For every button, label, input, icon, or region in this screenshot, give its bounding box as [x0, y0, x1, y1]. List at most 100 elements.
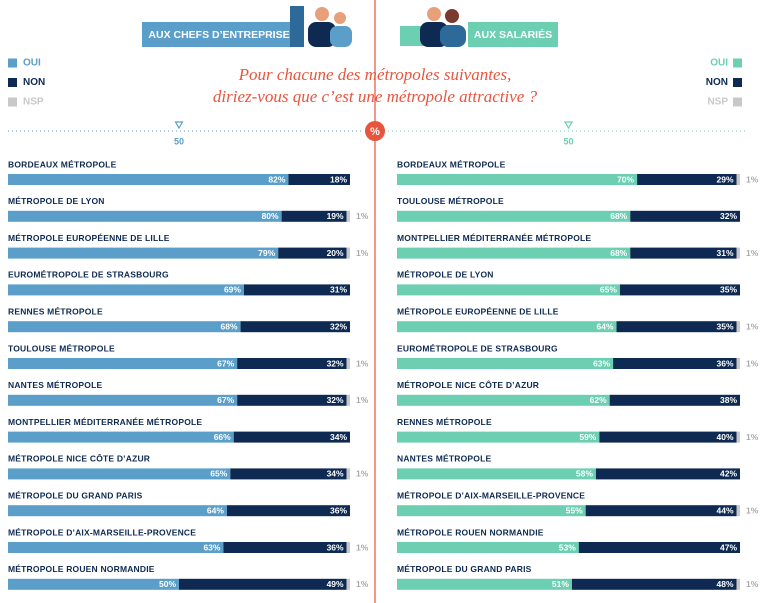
value-label: 68% — [610, 211, 627, 221]
value-label: 79% — [258, 248, 275, 258]
bar-segment — [8, 431, 234, 443]
value-label: 1% — [356, 248, 369, 258]
bar-segment — [736, 174, 740, 185]
category-label: MÉTROPOLE ROUEN NORMANDIE — [397, 527, 544, 537]
category-label: NANTES MÉTROPOLE — [397, 454, 491, 464]
value-label: 18% — [330, 174, 347, 184]
value-label: 64% — [597, 321, 614, 331]
value-label: 51% — [552, 579, 569, 589]
bar-segment — [240, 321, 350, 333]
value-label: 35% — [717, 321, 734, 331]
value-label: 40% — [717, 432, 734, 442]
value-label: 58% — [576, 469, 593, 479]
value-label: 1% — [746, 505, 759, 515]
category-label: MÉTROPOLE EUROPÉENNE DE LILLE — [8, 233, 170, 243]
category-label: MÉTROPOLE D’AIX-MARSEILLE-PROVENCE — [8, 527, 196, 537]
value-label: 59% — [579, 432, 596, 442]
value-label: 31% — [330, 285, 347, 295]
legend-label: NON — [706, 77, 728, 88]
value-label: 29% — [717, 174, 734, 184]
bar-segment — [8, 247, 279, 259]
legend-swatch — [733, 78, 742, 87]
value-label: 32% — [327, 395, 344, 405]
value-label: 36% — [327, 542, 344, 552]
header-tag — [142, 22, 297, 47]
bar-segment — [736, 431, 740, 443]
bar-segment — [595, 468, 740, 480]
category-label: MÉTROPOLE DU GRAND PARIS — [397, 564, 532, 574]
bar-segment — [578, 542, 740, 553]
bar-segment — [8, 358, 238, 369]
bar-segment — [8, 578, 179, 590]
bar-segment — [346, 468, 350, 480]
bar-segment — [226, 505, 350, 517]
question: diriez-vous que c’est une métropole attr… — [213, 87, 538, 106]
category-label: MÉTROPOLE DU GRAND PARIS — [8, 490, 143, 500]
header-title: AUX SALARIÉS — [474, 28, 552, 41]
bar-segment — [346, 578, 350, 590]
value-label: 48% — [717, 579, 734, 589]
bar-segment — [397, 321, 617, 333]
bar-segment — [8, 321, 241, 333]
value-label: 42% — [720, 469, 737, 479]
bar-segment — [585, 505, 737, 517]
header-title: AUX CHEFS D’ENTREPRISE — [148, 29, 289, 41]
value-label: 69% — [224, 285, 241, 295]
tick-mark — [563, 121, 574, 130]
percent-badge — [365, 121, 385, 141]
category-label: MONTPELLIER MÉDITERRANÉE MÉTROPOLE — [8, 417, 202, 427]
bar-segment — [397, 174, 638, 185]
bar-segment — [278, 247, 347, 259]
value-label: 62% — [590, 395, 607, 405]
bar-segment — [736, 321, 740, 333]
value-label: 38% — [720, 395, 737, 405]
bar-segment — [736, 505, 740, 517]
value-label: 1% — [746, 579, 759, 589]
value-label: 68% — [221, 321, 238, 331]
bar-segment — [599, 431, 737, 443]
bar-segment — [397, 468, 596, 480]
bar-segment — [619, 284, 740, 296]
bar-segment — [397, 431, 600, 443]
value-label: 55% — [566, 505, 583, 515]
category-label: NANTES MÉTROPOLE — [8, 380, 102, 390]
legend-swatch — [8, 78, 17, 87]
category-label: MÉTROPOLE NICE CÔTE D’AZUR — [397, 379, 539, 390]
category-label: BORDEAUX MÉTROPOLE — [397, 159, 506, 169]
bar-segment — [8, 505, 227, 517]
value-label: 63% — [593, 358, 610, 368]
category-label: EUROMÉTROPOLE DE STRASBOURG — [397, 343, 558, 353]
bar-segment — [237, 394, 347, 406]
tick-mark — [174, 121, 184, 130]
legend-label: NSP — [23, 97, 44, 108]
bar-segment — [736, 578, 740, 590]
bar-segment — [630, 210, 740, 222]
bar-segment — [397, 284, 620, 296]
value-label: 53% — [559, 542, 576, 552]
value-label: 31% — [717, 248, 734, 258]
value-label: 66% — [214, 432, 231, 442]
bar-segment — [8, 174, 289, 185]
x-tick-label: 50 — [563, 136, 573, 146]
x-tick-label: 50 — [174, 136, 184, 146]
bar-segment — [8, 210, 282, 222]
illustration — [290, 6, 352, 47]
value-label: 67% — [217, 358, 234, 368]
bar-segment — [288, 174, 350, 185]
legend-label: OUI — [710, 58, 728, 69]
category-label: MÉTROPOLE ROUEN NORMANDIE — [8, 564, 155, 574]
value-label: 1% — [356, 469, 369, 479]
value-label: 82% — [268, 174, 285, 184]
value-label: 20% — [327, 248, 344, 258]
value-label: 63% — [203, 542, 220, 552]
bar-segment — [179, 578, 347, 590]
value-label: 1% — [356, 579, 369, 589]
value-label: 64% — [207, 505, 224, 515]
category-label: MÉTROPOLE D’AIX-MARSEILLE-PROVENCE — [397, 490, 585, 500]
bar-segment — [397, 505, 586, 517]
bar-segment — [346, 542, 350, 553]
category-label: TOULOUSE MÉTROPOLE — [397, 196, 504, 206]
value-label: 44% — [717, 505, 734, 515]
header-tag — [468, 22, 558, 47]
legend-swatch — [8, 97, 17, 107]
